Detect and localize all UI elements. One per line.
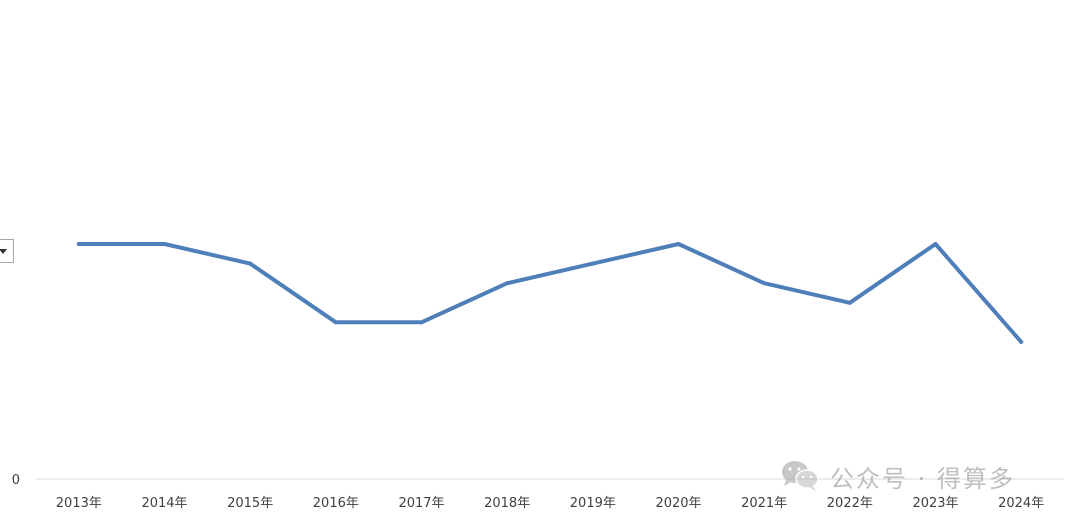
data-point: [162, 242, 167, 246]
data-point: [419, 320, 424, 325]
x-tick-label: 2024年: [998, 496, 1044, 511]
data-point: [676, 242, 681, 246]
x-tick-label: 2019年: [570, 496, 616, 511]
x-tick-label: 2022年: [827, 496, 873, 511]
data-point: [1019, 339, 1024, 344]
x-tick-label: 2014年: [141, 496, 187, 511]
wechat-icon: [780, 458, 820, 494]
watermark: 公众号 · 得算多: [780, 458, 1015, 494]
x-tick-label: 2013年: [56, 496, 102, 511]
data-point: [590, 261, 595, 266]
x-tick-label: 2020年: [655, 496, 701, 511]
data-point: [248, 261, 253, 266]
series-line: [76, 242, 1024, 344]
x-tick-labels: 2013年 2014年 2015年 2016年 2017年 2018年 2019年 2020年…: [56, 496, 1044, 511]
x-tick-label: 2016年: [313, 496, 359, 511]
data-point: [847, 300, 852, 305]
data-point: [333, 320, 338, 325]
y-tick-label: 0: [12, 473, 20, 488]
x-tick-label: 2015年: [227, 496, 273, 511]
x-tick-label: 2021年: [741, 496, 787, 511]
data-point: [933, 242, 938, 246]
axis-layer: 0: [12, 473, 1064, 488]
series-layer: [76, 242, 1024, 344]
data-point: [762, 281, 767, 286]
data-point: [505, 281, 510, 286]
x-tick-label: 2017年: [398, 496, 444, 511]
chart-filter-dropdown[interactable]: [0, 239, 14, 263]
x-tick-label: 2023年: [912, 496, 958, 511]
watermark-text: 公众号 · 得算多: [830, 464, 1015, 493]
x-tick-label: 2018年: [484, 496, 530, 511]
data-point: [76, 242, 81, 246]
chevron-down-icon: [0, 249, 7, 254]
